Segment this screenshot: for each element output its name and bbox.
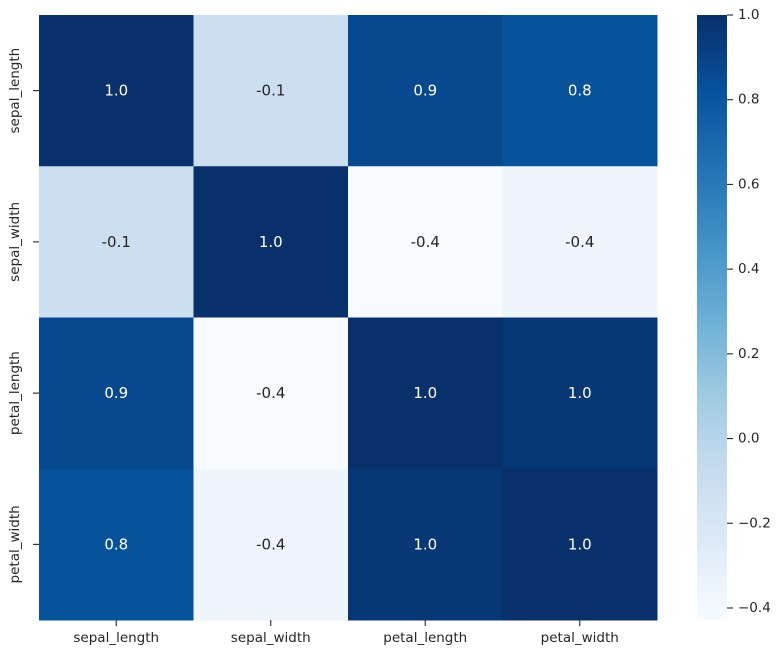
cell-annotation-0-3: 0.8 [568, 82, 592, 100]
cell-annotation-3-2: 1.0 [413, 535, 437, 553]
colorbar-scale [697, 15, 727, 620]
x-axis: sepal_length sepal_width petal_length petal… [73, 620, 619, 646]
heatmap-cell-2-3 [502, 317, 658, 470]
cell-annotation-2-3: 1.0 [568, 384, 592, 402]
cell-annotation-0-2: 0.9 [413, 82, 437, 100]
heatmap-cell-2-2 [348, 317, 503, 470]
cell-annotation-3-1: -0.4 [256, 535, 285, 553]
cell-annotation-3-0: 0.8 [104, 535, 128, 553]
heatmap-cell-2-1 [193, 317, 349, 470]
x-tick-label-2: petal_length [383, 630, 467, 646]
cell-annotation-2-0: 0.9 [104, 384, 128, 402]
y-tick-label-3: petal_width [7, 505, 23, 583]
y-tick-label-0: sepal_length [7, 48, 23, 134]
heatmap-cell-2-0 [39, 317, 194, 470]
heatmap-cell-1-0 [39, 166, 194, 318]
cell-annotation-2-1: -0.4 [256, 384, 285, 402]
heatmap-cell-0-1 [193, 15, 349, 167]
heatmap-cell-3-3 [502, 468, 658, 621]
colorbar-tick-label-6: 0.8 [738, 92, 759, 108]
cell-annotation-3-3: 1.0 [568, 535, 592, 553]
colorbar-tick-label-4: 0.4 [738, 261, 759, 277]
heatmap-cell-3-1 [193, 468, 349, 621]
heatmap-cell-0-3 [502, 15, 658, 167]
heatmap-cell-3-0 [39, 468, 194, 621]
heatmap-cell-1-3 [502, 166, 658, 318]
cell-annotation-1-2: -0.4 [411, 233, 440, 251]
heatmap-cell-0-0 [39, 15, 194, 167]
heatmap-cell-1-1 [193, 166, 349, 318]
x-tick-label-0: sepal_length [73, 630, 159, 646]
cell-annotation-0-0: 1.0 [104, 82, 128, 100]
y-axis: sepal_length sepal_width petal_lengthpetal… [7, 48, 39, 583]
cell-annotation-1-0: -0.1 [102, 233, 131, 251]
x-tick-label-1: sepal_width [231, 630, 311, 646]
colorbar-tick-label-3: 0.2 [738, 346, 759, 362]
colorbar-tick-label-5: 0.6 [738, 176, 759, 192]
heatmap-cell-3-2 [348, 468, 503, 621]
heatmap-annotations: 1.0 -0.1 0.9 0.8 -0.1 1.0 -0.4 -0.4 0.9 -0.4 1.0 1.… [102, 82, 595, 554]
cell-annotation-0-1: -0.1 [256, 82, 285, 100]
cell-annotation-1-1: 1.0 [259, 233, 283, 251]
heatmap-cell-1-2 [348, 166, 503, 318]
heatmap-cells [39, 15, 658, 621]
colorbar-tick-label-1: −0.2 [738, 515, 771, 531]
y-tick-label-1: sepal_width [7, 202, 23, 282]
cell-annotation-1-3: -0.4 [565, 233, 594, 251]
colorbar: −0.4 −0.2 0.0 0.2 0.4 0.6 0.8 1.0 [697, 7, 771, 620]
colorbar-tick-label-2: 0.0 [738, 431, 759, 447]
x-tick-label-3: petal_width [541, 630, 619, 646]
y-tick-label-2: petal_length [7, 351, 23, 435]
colorbar-tick-label-7: 1.0 [738, 7, 759, 23]
colorbar-tick-label-0: −0.4 [738, 600, 771, 616]
heatmap-cell-0-2 [348, 15, 503, 167]
cell-annotation-2-2: 1.0 [413, 384, 437, 402]
